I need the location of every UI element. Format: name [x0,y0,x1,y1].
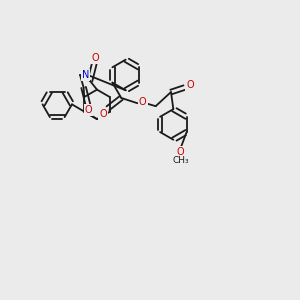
Text: O: O [177,147,184,157]
Text: O: O [139,97,146,107]
Text: N: N [82,70,89,80]
Text: CH₃: CH₃ [172,156,189,165]
Text: O: O [100,109,107,118]
Text: O: O [91,53,99,63]
Text: O: O [186,80,194,90]
Text: O: O [85,105,92,116]
